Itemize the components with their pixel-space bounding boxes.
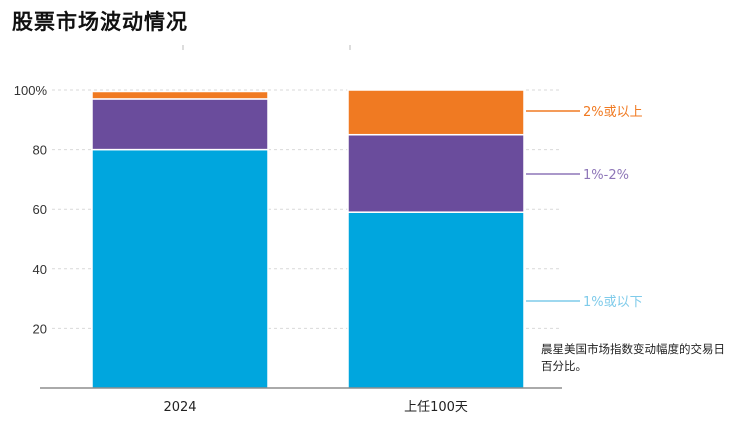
bar-segment <box>91 90 269 100</box>
series-label: 1%-2% <box>583 168 629 183</box>
y-tick-label: 20 <box>33 321 47 336</box>
bar-segment <box>91 148 269 389</box>
chart-note: 晨星美国市场指数变动幅度的交易日百分比。 <box>541 342 725 373</box>
bar-segment <box>347 133 525 213</box>
bar-segment <box>347 211 525 389</box>
y-tick-label: 40 <box>33 262 47 277</box>
y-tick-label: 60 <box>33 202 47 217</box>
x-category-label: 2024 <box>163 400 196 415</box>
y-tick-label: 100% <box>14 83 48 98</box>
chart-title: 股票市场波动情况 <box>12 9 188 34</box>
series-label: 1%或以下 <box>583 295 643 310</box>
x-category-label: 上任100天 <box>404 400 468 415</box>
y-tick-label: 80 <box>33 143 47 158</box>
series-label: 2%或以上 <box>583 105 643 120</box>
bar-segment <box>91 98 269 151</box>
bar-segment <box>347 89 525 136</box>
